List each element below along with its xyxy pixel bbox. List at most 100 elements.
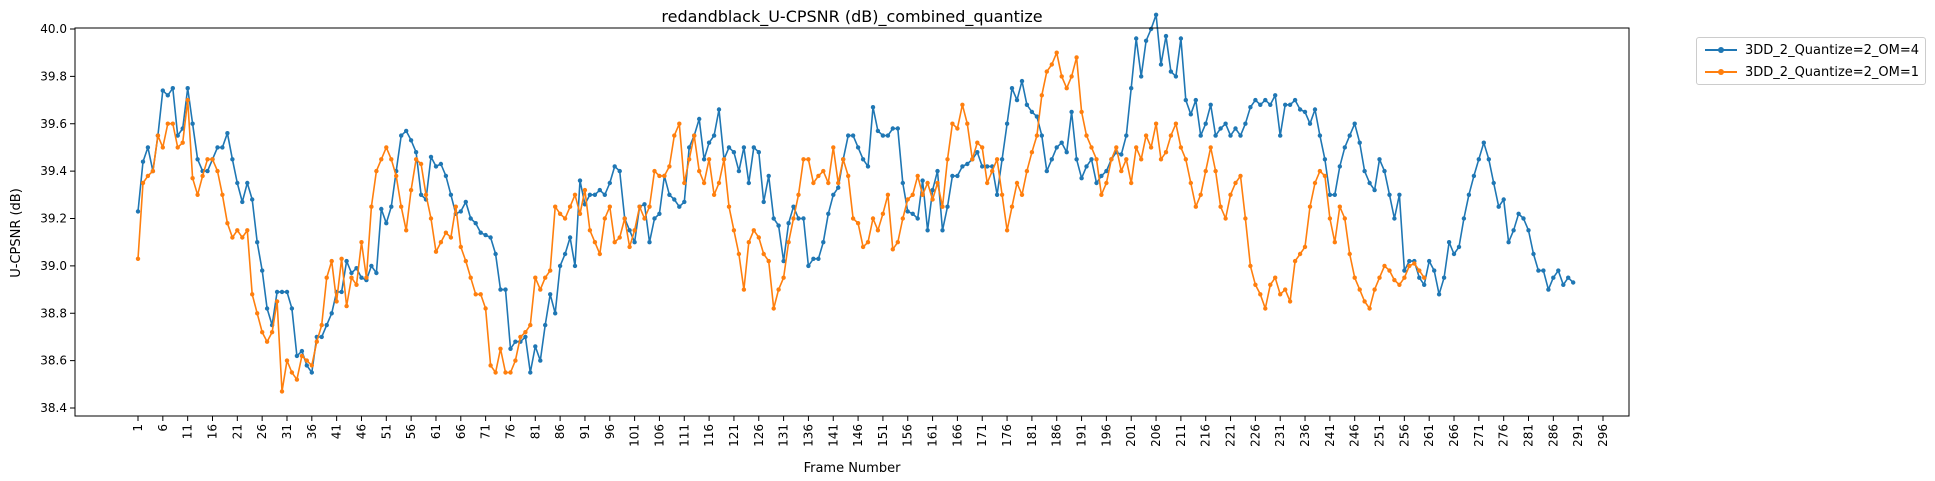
- data-point: [771, 216, 776, 221]
- data-point: [359, 275, 364, 280]
- data-point: [294, 353, 300, 359]
- data-point: [597, 251, 602, 257]
- data-point: [1441, 275, 1447, 280]
- data-point: [756, 235, 761, 240]
- data-point: [925, 180, 930, 186]
- data-point: [731, 150, 737, 155]
- data-point: [250, 197, 255, 202]
- data-point: [468, 216, 473, 221]
- x-tick-label: 266: [1447, 424, 1461, 447]
- data-point: [344, 258, 349, 264]
- data-point: [235, 228, 240, 233]
- data-point: [1019, 78, 1025, 84]
- data-point: [513, 339, 518, 344]
- data-point: [831, 192, 836, 197]
- data-point: [811, 256, 816, 261]
- data-point: [855, 145, 861, 150]
- x-tick-label: 46: [354, 424, 368, 439]
- data-point: [1501, 197, 1506, 202]
- data-point: [513, 358, 518, 363]
- data-point: [652, 168, 657, 174]
- data-point: [165, 93, 170, 98]
- data-point: [597, 187, 602, 193]
- data-point: [394, 173, 399, 179]
- data-point: [508, 370, 513, 375]
- data-point: [1198, 192, 1203, 197]
- data-point: [1253, 282, 1258, 287]
- data-point: [1387, 268, 1392, 273]
- data-point: [473, 292, 478, 297]
- data-point: [1268, 282, 1273, 287]
- data-point: [632, 240, 637, 245]
- data-point: [726, 204, 732, 209]
- data-point: [245, 180, 250, 186]
- x-tick-label: 181: [1025, 424, 1039, 447]
- data-point: [940, 204, 945, 209]
- data-point: [200, 173, 205, 179]
- data-point: [1238, 133, 1243, 138]
- data-point: [910, 192, 915, 197]
- data-point: [1317, 133, 1323, 138]
- data-point: [1208, 145, 1213, 150]
- data-point: [811, 180, 816, 186]
- x-tick-label: 211: [1174, 424, 1188, 447]
- data-point: [781, 258, 786, 264]
- legend-label-om1: 3DD_2_Quantize=2_OM=1: [1745, 64, 1920, 80]
- x-tick-label: 1: [131, 424, 145, 432]
- x-axis-ticks: 1 6 11 16 21 26 31 36 41 46 51 56 61 66 71 76 81 86 91 96 10…: [131, 416, 1610, 447]
- data-point: [1566, 275, 1571, 280]
- data-point: [637, 204, 642, 209]
- data-point: [528, 370, 533, 375]
- data-point: [473, 221, 478, 226]
- data-point: [299, 353, 305, 359]
- data-point: [379, 157, 384, 162]
- data-point: [1337, 204, 1343, 209]
- x-tick-label: 51: [379, 424, 393, 439]
- data-point: [1243, 216, 1248, 221]
- data-point: [369, 204, 374, 209]
- data-point: [1009, 204, 1015, 209]
- x-tick-label: 86: [553, 424, 567, 439]
- data-point: [284, 289, 290, 295]
- data-point: [1218, 126, 1223, 131]
- data-point: [1183, 97, 1189, 103]
- y-tick-label: 38.4: [40, 401, 67, 415]
- x-tick-label: 151: [876, 424, 890, 447]
- x-tick-label: 116: [702, 424, 716, 447]
- data-point: [697, 168, 702, 174]
- data-point: [553, 204, 558, 209]
- data-point: [592, 192, 598, 197]
- data-point: [1551, 275, 1556, 280]
- data-point: [682, 180, 687, 186]
- data-point: [741, 145, 747, 150]
- data-point: [1307, 204, 1313, 209]
- data-point: [1307, 121, 1313, 126]
- data-point: [1024, 102, 1030, 108]
- data-point: [359, 240, 364, 245]
- data-point: [1258, 292, 1263, 297]
- data-point: [970, 157, 975, 162]
- data-point: [711, 192, 717, 197]
- x-tick-label: 186: [1050, 424, 1064, 447]
- data-point: [726, 145, 732, 150]
- data-point: [463, 199, 468, 205]
- x-tick-label: 106: [652, 424, 666, 447]
- data-point: [523, 330, 528, 335]
- data-point: [304, 363, 309, 368]
- data-point: [667, 192, 672, 197]
- data-point: [965, 121, 970, 126]
- data-point: [950, 173, 955, 179]
- data-point: [1114, 145, 1119, 150]
- data-point: [1456, 244, 1462, 250]
- data-point: [255, 311, 260, 316]
- data-point: [294, 377, 300, 382]
- y-tick-label: 39.4: [40, 164, 67, 178]
- data-point: [408, 187, 414, 193]
- data-point: [930, 187, 935, 193]
- data-point: [890, 126, 895, 131]
- data-point: [1079, 176, 1084, 181]
- data-point: [1148, 145, 1154, 150]
- x-tick-label: 41: [330, 424, 344, 439]
- data-point: [1377, 275, 1382, 280]
